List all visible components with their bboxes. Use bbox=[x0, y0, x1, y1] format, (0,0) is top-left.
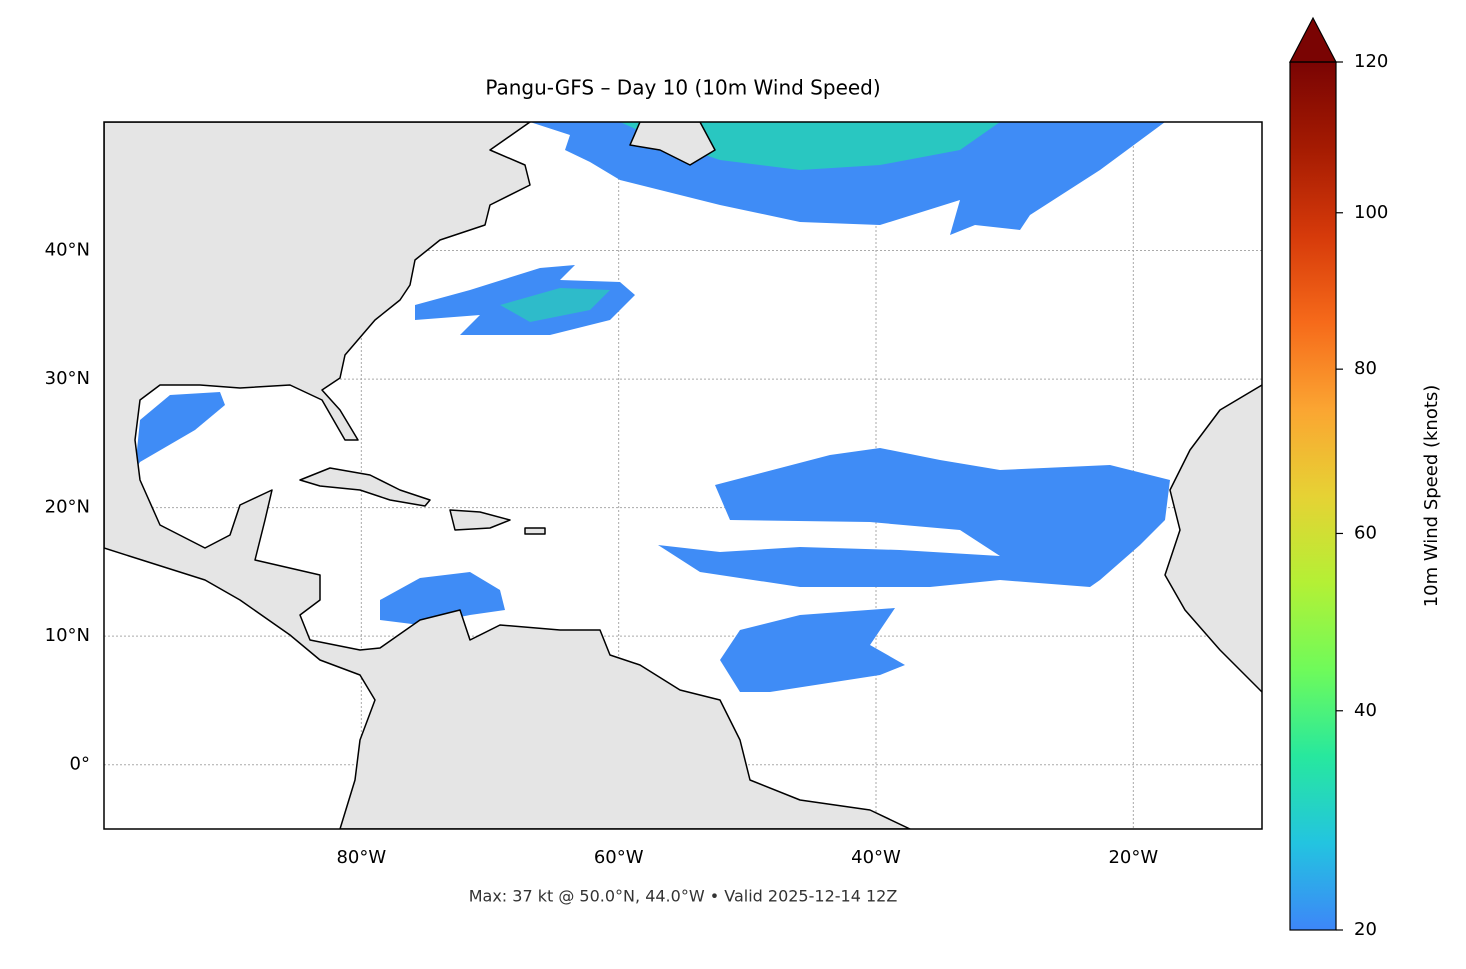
africa bbox=[1164, 384, 1262, 693]
x-tick-label: 80°W bbox=[336, 847, 386, 868]
wind-area bbox=[720, 608, 905, 692]
colorbar-label: 10m Wind Speed (knots) bbox=[1421, 385, 1442, 608]
x-tick-label: 40°W bbox=[851, 847, 901, 868]
wind-area bbox=[135, 392, 225, 470]
cuba bbox=[299, 467, 431, 507]
americas bbox=[104, 122, 911, 829]
hispaniola bbox=[449, 509, 511, 531]
x-tick-label: 20°W bbox=[1108, 847, 1158, 868]
map bbox=[104, 122, 1262, 829]
y-tick-label: 40°N bbox=[45, 240, 90, 261]
annotation: Max: 37 kt @ 50.0°N, 44.0°W • Valid 2025… bbox=[469, 887, 898, 906]
x-tick-label: 60°W bbox=[594, 847, 644, 868]
wind-core bbox=[500, 288, 610, 322]
wind-core bbox=[620, 122, 1000, 170]
wind-area bbox=[380, 572, 505, 625]
canada-east bbox=[629, 122, 716, 166]
puerto-rico bbox=[524, 527, 546, 535]
colorbar-tick-label: 80 bbox=[1354, 358, 1377, 379]
y-tick-label: 30°N bbox=[45, 368, 90, 389]
wind-area bbox=[658, 448, 1170, 587]
colorbar bbox=[1290, 62, 1336, 930]
land bbox=[104, 122, 1262, 829]
colorbar-frame bbox=[1289, 61, 1337, 931]
y-tick-label: 20°N bbox=[45, 497, 90, 518]
map-frame bbox=[103, 121, 1263, 830]
y-tick-label: 0° bbox=[70, 754, 90, 775]
colorbar-tick-label: 40 bbox=[1354, 700, 1377, 721]
colorbar-extend bbox=[1289, 16, 1337, 63]
chart-title: Pangu-GFS – Day 10 (10m Wind Speed) bbox=[485, 76, 880, 100]
colorbar-tick-label: 100 bbox=[1354, 202, 1388, 223]
colorbar-tick-label: 120 bbox=[1354, 51, 1388, 72]
colorbar-tick-label: 20 bbox=[1354, 919, 1377, 940]
colorbar-tick-label: 60 bbox=[1354, 522, 1377, 543]
y-tick-label: 10°N bbox=[45, 625, 90, 646]
